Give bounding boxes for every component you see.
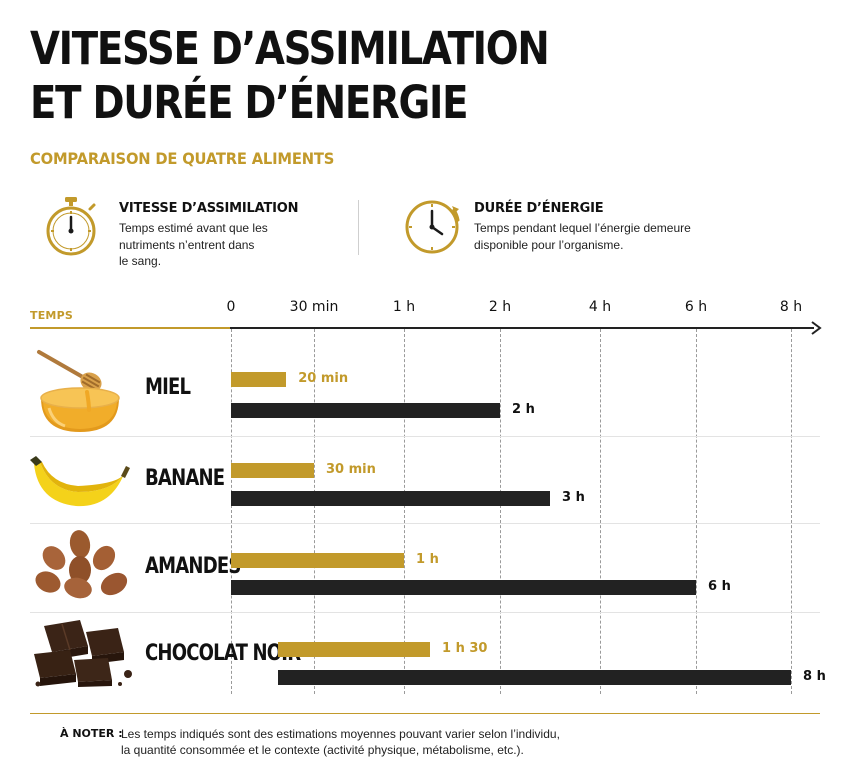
duration-label-amandes: 6 h bbox=[708, 579, 731, 594]
page-title: VITESSE D’ASSIMILATION ET DURÉE D’ÉNERGI… bbox=[30, 22, 580, 130]
legend-speed-title: VITESSE D’ASSIMILATION bbox=[119, 201, 299, 216]
gridline bbox=[500, 329, 501, 694]
stopwatch-icon bbox=[46, 197, 96, 256]
food-label-banane: BANANE bbox=[145, 466, 225, 491]
axis-title: TEMPS bbox=[30, 309, 73, 322]
x-tick-label: 30 min bbox=[289, 299, 339, 315]
subtitle: COMPARAISON DE QUATRE ALIMENTS bbox=[30, 149, 335, 168]
legend-duration-desc-line: disponible pour l’organisme. bbox=[474, 237, 624, 252]
x-tick-label: 6 h bbox=[684, 299, 708, 315]
note-label: À NOTER : bbox=[60, 727, 123, 740]
row-separator bbox=[30, 523, 820, 524]
axis-arrow-icon bbox=[811, 321, 822, 335]
duration-bar-banane bbox=[231, 491, 550, 506]
x-tick-label: 8 h bbox=[779, 299, 803, 315]
food-label-amandes: AMANDES bbox=[145, 554, 241, 579]
legend-speed-desc-line: le sang. bbox=[119, 254, 162, 268]
axis-line bbox=[230, 327, 814, 329]
gridline bbox=[231, 329, 232, 694]
duration-label-chocolat-noir: 8 h bbox=[803, 669, 826, 684]
banana-icon bbox=[30, 456, 130, 507]
gridline bbox=[791, 329, 792, 694]
speed-bar-miel bbox=[231, 372, 287, 387]
duration-bar-miel bbox=[231, 403, 500, 418]
row-separator bbox=[30, 612, 820, 613]
legend-speed-desc-line: nutriments n’entrent dans bbox=[119, 237, 255, 252]
note-line: Les temps indiqués sont des estimations … bbox=[121, 727, 560, 741]
legend-duration-description: Temps pendant lequel l’énergie demeure d… bbox=[474, 220, 691, 253]
speed-label-amandes: 1 h bbox=[416, 552, 439, 567]
x-tick-label: 0 bbox=[226, 299, 236, 315]
row-separator bbox=[30, 436, 820, 437]
honey-icon bbox=[37, 350, 120, 432]
legend-speed-desc-line: Temps estimé avant que les bbox=[119, 221, 268, 235]
almonds-icon bbox=[35, 530, 128, 599]
speed-label-miel: 20 min bbox=[298, 371, 349, 386]
gridline bbox=[314, 329, 315, 694]
note-line: la quantité consommée et le contexte (ac… bbox=[121, 743, 524, 757]
speed-bar-banane bbox=[231, 463, 314, 478]
duration-bar-amandes bbox=[231, 580, 696, 595]
legend-divider bbox=[358, 200, 359, 255]
food-label-chocolat-noir: CHOCOLAT NOIR bbox=[145, 641, 301, 666]
note-text: Les temps indiqués sont des estimations … bbox=[121, 726, 641, 758]
gridline bbox=[696, 329, 697, 694]
title-line-1: VITESSE D’ASSIMILATION bbox=[30, 22, 550, 75]
title-line-2: ET DURÉE D’ÉNERGIE bbox=[30, 76, 469, 129]
x-tick-label: 4 h bbox=[588, 299, 612, 315]
x-tick-label: 1 h bbox=[392, 299, 416, 315]
legend-speed-description: Temps estimé avant que les nutriments n’… bbox=[119, 220, 268, 270]
speed-bar-amandes bbox=[231, 553, 404, 568]
duration-label-miel: 2 h bbox=[512, 402, 535, 417]
speed-label-banane: 30 min bbox=[326, 462, 376, 477]
x-tick-label: 2 h bbox=[488, 299, 512, 315]
legend-duration-title: DURÉE D’ÉNERGIE bbox=[474, 201, 604, 216]
speed-label-chocolat-noir: 1 h 30 bbox=[442, 641, 488, 656]
duration-label-banane: 3 h bbox=[562, 490, 585, 505]
clock-icon bbox=[405, 200, 460, 254]
duration-bar-chocolat-noir bbox=[278, 670, 791, 685]
dark-chocolate-icon bbox=[34, 620, 132, 687]
food-label-miel: MIEL bbox=[145, 375, 191, 400]
footer-divider bbox=[30, 713, 820, 714]
gridline bbox=[600, 329, 601, 694]
gridline bbox=[404, 329, 405, 694]
speed-bar-chocolat-noir bbox=[278, 642, 430, 657]
legend-duration-desc-line: Temps pendant lequel l’énergie demeure bbox=[474, 221, 691, 235]
